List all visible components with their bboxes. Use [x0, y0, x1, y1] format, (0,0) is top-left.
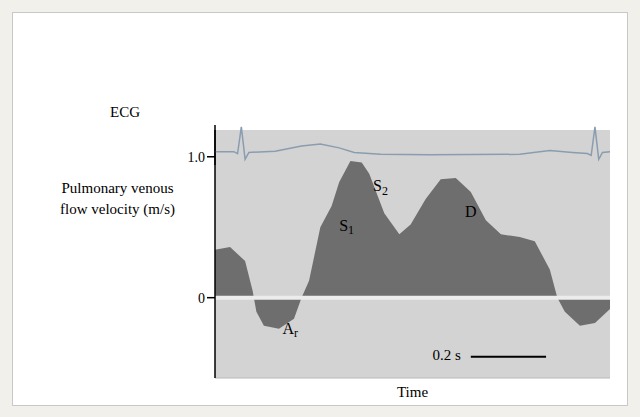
- html-text:Pulmonary venous flow velocity: Pulmonary venous flow velocity (m/s): [60, 180, 175, 217]
- svg-text:0.2 s: 0.2 s: [432, 347, 461, 363]
- svg-text:Ar: Ar: [282, 320, 298, 340]
- svg-text:0: 0: [198, 291, 205, 306]
- svg-text:S1: S1: [339, 217, 354, 237]
- svg-text:1.0: 1.0: [188, 150, 206, 165]
- svg-text:S2: S2: [373, 177, 388, 197]
- svg-text:D: D: [465, 203, 477, 220]
- html-text:Time: Time: [396, 384, 429, 400]
- html-text:ECG: ECG: [110, 104, 140, 120]
